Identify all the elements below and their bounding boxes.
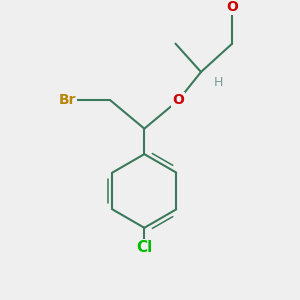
- Text: O: O: [226, 0, 238, 14]
- Text: O: O: [172, 93, 184, 107]
- Text: H: H: [214, 76, 223, 89]
- Text: Cl: Cl: [136, 240, 152, 255]
- Text: Br: Br: [59, 93, 76, 107]
